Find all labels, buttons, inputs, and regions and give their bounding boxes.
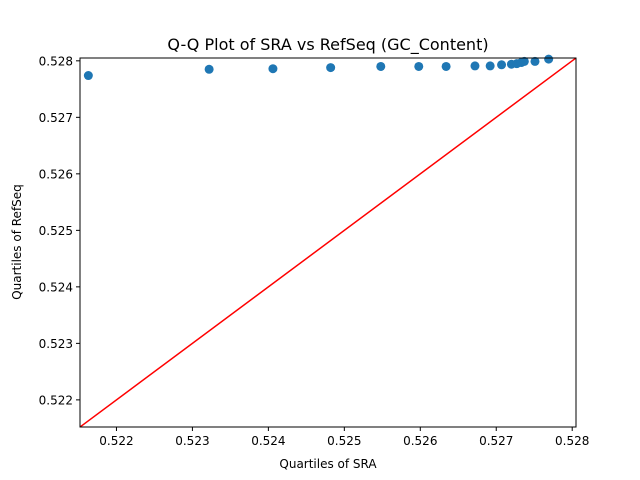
x-tick-label: 0.527: [479, 434, 513, 448]
x-tick-label: 0.524: [251, 434, 285, 448]
y-tick-label: 0.525: [39, 224, 73, 238]
y-axis-label: Quartiles of RefSeq: [10, 184, 24, 300]
x-tick-label: 0.525: [327, 434, 361, 448]
data-point: [326, 63, 336, 73]
data-point: [441, 61, 451, 71]
y-tick-label: 0.524: [39, 280, 73, 294]
x-tick-label: 0.523: [175, 434, 209, 448]
data-point: [376, 61, 386, 71]
data-point: [268, 64, 278, 74]
y-tick-label: 0.522: [39, 393, 73, 407]
y-tick-label: 0.527: [39, 111, 73, 125]
data-point: [414, 61, 424, 71]
y-ticks-layer: 0.522 0.523 0.524 0.525 0.526 0.527 0.528: [39, 54, 80, 407]
data-point: [204, 64, 214, 74]
y-tick-label: 0.528: [39, 54, 73, 68]
data-point: [485, 61, 495, 71]
plot-frame: [79, 57, 577, 428]
x-ticks-layer: 0.522 0.523 0.524 0.525 0.526 0.527 0.528: [99, 427, 589, 448]
data-point: [544, 54, 554, 64]
data-point: [83, 71, 93, 81]
x-tick-label: 0.522: [99, 434, 133, 448]
x-tick-label: 0.528: [555, 434, 589, 448]
data-points-layer: [83, 54, 554, 81]
x-tick-label: 0.526: [403, 434, 437, 448]
data-point: [519, 56, 529, 66]
data-point: [470, 61, 480, 71]
reference-line-layer: [80, 58, 576, 427]
data-point: [497, 60, 507, 70]
y-tick-label: 0.526: [39, 167, 73, 181]
axes-layer: [79, 57, 577, 428]
reference-line: [80, 58, 576, 427]
x-axis-label: Quartiles of SRA: [279, 457, 377, 471]
y-tick-label: 0.523: [39, 337, 73, 351]
data-point: [530, 56, 540, 66]
chart-title: Q-Q Plot of SRA vs RefSeq (GC_Content): [167, 35, 488, 55]
